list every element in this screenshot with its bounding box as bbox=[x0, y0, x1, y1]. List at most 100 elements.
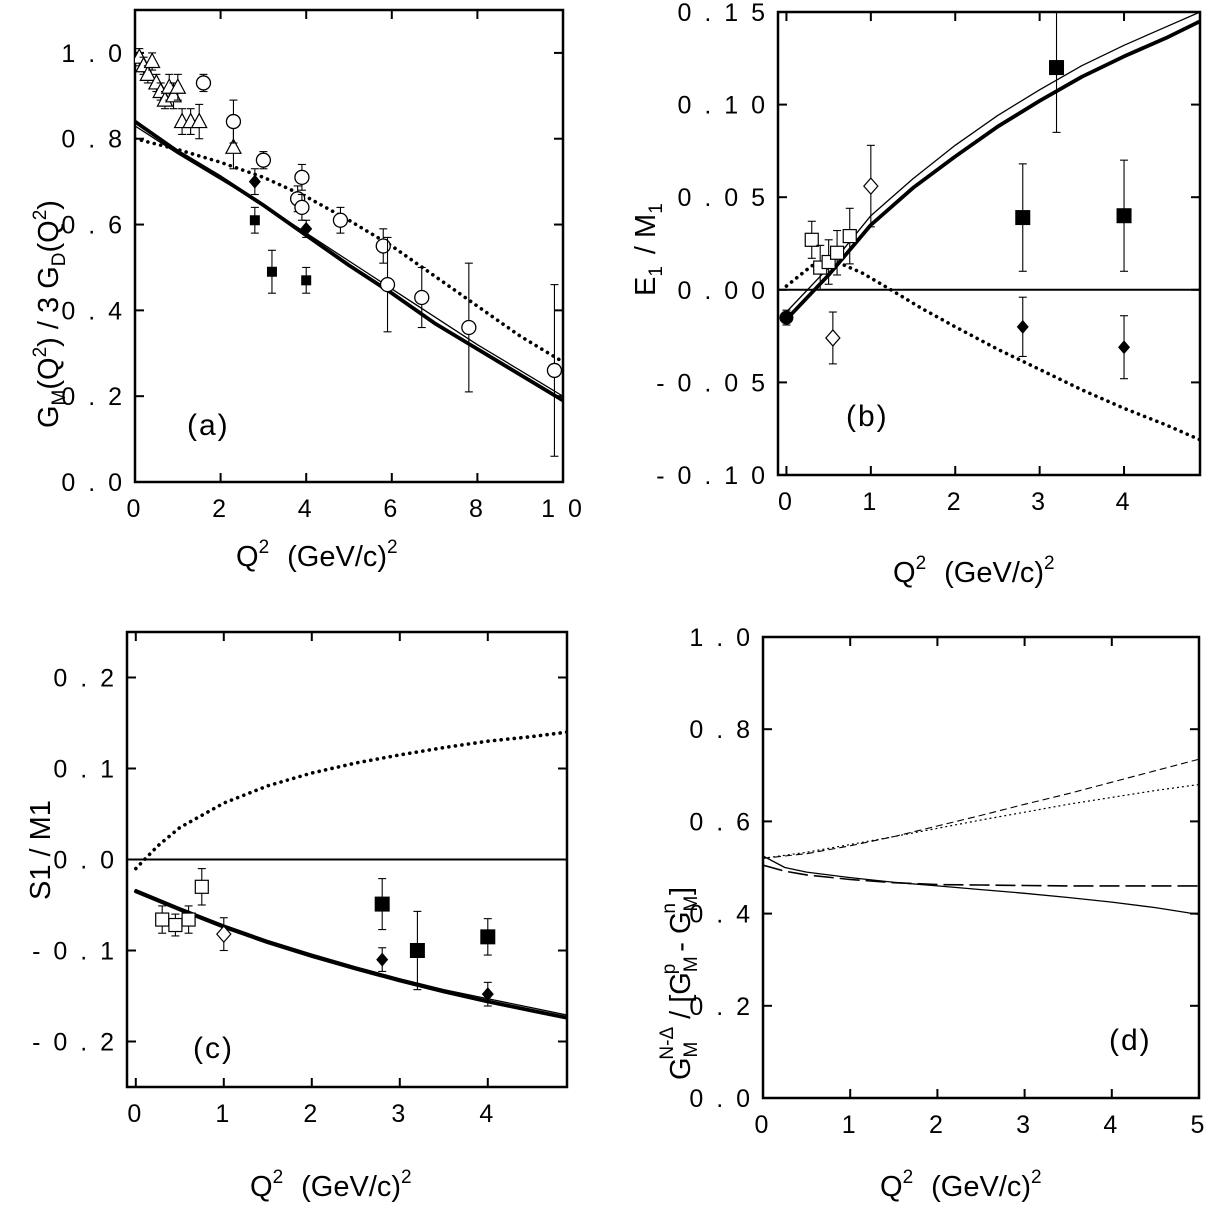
data-point-open-diamond bbox=[825, 311, 841, 365]
y-tick-label: - 0 . 1 bbox=[32, 938, 117, 966]
data-point-open-circle bbox=[379, 236, 396, 333]
y-tick-label: 0 . 4 bbox=[689, 901, 753, 929]
data-point-filled-square bbox=[374, 878, 390, 931]
marker bbox=[825, 329, 841, 347]
marker bbox=[224, 138, 242, 154]
y-tick-label: 1 . 0 bbox=[689, 624, 753, 652]
data-point-filled-diamond bbox=[1016, 296, 1029, 358]
marker bbox=[374, 896, 390, 912]
marker bbox=[1116, 208, 1132, 224]
x-tick-label: 1 bbox=[215, 1100, 232, 1128]
y-axis-G: G bbox=[665, 1057, 697, 1080]
marker bbox=[842, 228, 857, 244]
y-tick-label: 0 . 2 bbox=[689, 993, 753, 1021]
series-line-dotted bbox=[135, 136, 563, 364]
x-tick-label: 1 0 bbox=[541, 495, 585, 523]
marker bbox=[155, 912, 170, 927]
data-point-filled-square-small bbox=[301, 266, 312, 294]
x-axis-base: Q bbox=[893, 557, 916, 589]
marker bbox=[863, 177, 879, 195]
x-axis-title: Q2 (GeV/c)2 bbox=[236, 537, 398, 573]
x-tick-label: 1 bbox=[862, 488, 879, 516]
data-point-open-circle bbox=[546, 284, 563, 457]
x-axis-sup: 2 bbox=[259, 537, 270, 558]
data-point-filled-square bbox=[480, 918, 496, 956]
data-point-filled-square bbox=[1049, 12, 1065, 133]
y-tick-label: 0 . 1 5 bbox=[678, 0, 769, 27]
marker bbox=[266, 266, 277, 277]
y-tick-label: 0 . 0 bbox=[61, 469, 125, 497]
data-point-filled-square bbox=[1116, 159, 1132, 272]
y-axis-sup-p: p bbox=[659, 964, 680, 975]
data-point-open-square bbox=[842, 207, 857, 265]
data-point-open-circle bbox=[255, 151, 272, 170]
marker bbox=[1118, 340, 1131, 355]
marker bbox=[194, 879, 209, 894]
y-tick-label: 0 . 0 5 bbox=[678, 184, 769, 212]
data-point-filled-diamond bbox=[481, 981, 494, 1007]
y-tick-label: 0 . 6 bbox=[61, 212, 125, 240]
marker bbox=[779, 310, 794, 325]
y-axis-rest: ) / 3 G bbox=[33, 266, 65, 347]
marker bbox=[301, 275, 312, 286]
marker bbox=[480, 929, 496, 945]
plot-frame bbox=[761, 635, 1201, 1100]
plot-marks bbox=[127, 730, 567, 1020]
marker bbox=[181, 912, 196, 927]
x-tick-label: 4 bbox=[298, 495, 315, 523]
data-point-open-diamond bbox=[216, 917, 232, 952]
y-tick-label: 0 . 0 bbox=[689, 1085, 753, 1113]
x-tick-label: 0 bbox=[127, 495, 144, 523]
x-tick-label: 4 bbox=[1103, 1111, 1120, 1139]
marker bbox=[461, 319, 477, 336]
series-line-solid-thin bbox=[763, 855, 1199, 916]
y-axis-sub-1: 1 bbox=[646, 266, 667, 277]
y-axis-sub-M3: M bbox=[681, 896, 702, 912]
data-point-open-square bbox=[168, 913, 183, 937]
x-tick-label: 4 bbox=[479, 1100, 496, 1128]
series-line-thin bbox=[135, 125, 563, 397]
x-tick-label: 4 bbox=[1116, 488, 1133, 516]
x-axis-unit: (GeV/c) bbox=[287, 541, 387, 573]
data-point-filled-square-small bbox=[249, 206, 260, 234]
x-axis-unit: (GeV/c) bbox=[944, 557, 1044, 589]
marker bbox=[332, 212, 349, 228]
x-axis-unit-sup: 2 bbox=[401, 1167, 412, 1188]
x-axis-title: Q2 (GeV/c)2 bbox=[880, 1167, 1042, 1203]
marker bbox=[190, 112, 208, 129]
data-point-open-circle bbox=[414, 266, 430, 329]
series-line-short-dash bbox=[763, 758, 1199, 859]
x-tick-label: 3 bbox=[391, 1100, 408, 1128]
marker bbox=[225, 113, 242, 130]
marker bbox=[1016, 319, 1029, 334]
y-tick-label: 0 . 2 bbox=[61, 383, 125, 411]
panel-a: 0 2 4 6 8 1 0 0 . 0 0 . 2 0 . 4 0 . 6 0 . 8 1 . 0 (… bbox=[30, 8, 585, 573]
data-point-open-circle bbox=[461, 262, 477, 393]
x-axis-base: Q bbox=[236, 541, 259, 573]
marker bbox=[216, 925, 232, 944]
x-axis-sup: 2 bbox=[273, 1167, 284, 1188]
plot-frame bbox=[776, 10, 1202, 477]
y-axis-sub-M2: M bbox=[681, 956, 702, 972]
plot-content: 0 1 2 3 4 - 0 . 1 0 - 0 . 0 5 0 . 0 0 0 . 0 5 0 .… bbox=[656, 0, 1200, 516]
data-point-filled-square bbox=[1015, 163, 1031, 272]
x-tick-label: 8 bbox=[469, 495, 486, 523]
x-tick-label: 5 bbox=[1191, 1111, 1208, 1139]
x-axis-title: Q2 (GeV/c)2 bbox=[250, 1167, 412, 1203]
x-tick-label: 2 bbox=[929, 1111, 946, 1139]
panel-label: (d) bbox=[1109, 1024, 1152, 1057]
y-axis-close: ] bbox=[665, 887, 697, 895]
y-axis-sup-n: n bbox=[659, 903, 680, 914]
marker bbox=[139, 65, 157, 81]
panel-d: 0 1 2 3 4 5 0 . 0 0 . 2 0 . 4 0 . 6 0 . 8 1 . 0 (d)… bbox=[657, 624, 1208, 1203]
y-tick-label: 0 . 1 bbox=[53, 756, 117, 784]
y-tick-label: 0 . 8 bbox=[689, 716, 753, 744]
marker bbox=[829, 245, 845, 260]
data-point-open-square bbox=[804, 220, 819, 259]
marker bbox=[294, 169, 310, 185]
y-axis-title: S1 / M1 bbox=[25, 800, 57, 900]
marker bbox=[300, 221, 313, 236]
marker bbox=[481, 987, 494, 1002]
data-point-open-circle bbox=[332, 206, 349, 234]
